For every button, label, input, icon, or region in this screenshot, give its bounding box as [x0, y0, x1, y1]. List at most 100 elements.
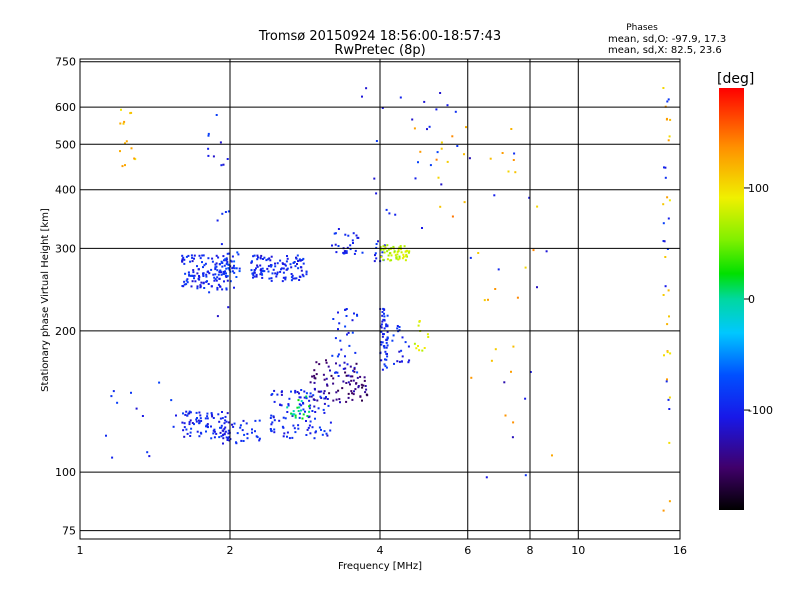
data-point [335, 251, 338, 254]
data-point [222, 429, 225, 432]
data-point [183, 262, 186, 265]
data-point [119, 122, 122, 125]
data-point [260, 271, 263, 274]
data-point [219, 141, 222, 144]
data-point [668, 199, 671, 202]
data-point [263, 270, 266, 273]
data-point [266, 267, 269, 270]
data-point [446, 104, 449, 107]
data-point [383, 251, 386, 254]
data-point [187, 254, 190, 257]
data-point [357, 385, 360, 387]
data-point [232, 266, 235, 269]
data-point [263, 256, 266, 259]
data-point [381, 107, 384, 109]
data-point [121, 165, 124, 168]
data-point [395, 257, 398, 260]
data-point [664, 256, 667, 258]
data-point [202, 281, 205, 284]
data-point [148, 455, 151, 458]
data-point [383, 312, 385, 315]
data-point [396, 360, 399, 363]
data-point [667, 139, 670, 142]
data-point [235, 441, 237, 444]
data-point [231, 270, 234, 273]
data-point [281, 425, 284, 428]
data-point [207, 147, 210, 150]
data-point [182, 429, 185, 432]
data-point [212, 155, 215, 158]
data-point [196, 417, 198, 419]
data-point [204, 262, 207, 265]
data-point [243, 433, 246, 436]
data-point [206, 412, 209, 415]
data-point [663, 354, 665, 357]
data-point [302, 262, 305, 265]
data-point [284, 276, 287, 279]
data-point [217, 283, 220, 286]
data-point [227, 306, 230, 309]
data-point [252, 276, 254, 279]
data-point [423, 347, 426, 349]
data-point [286, 406, 289, 409]
y-tick-label: 200 [55, 325, 76, 338]
data-point [231, 255, 234, 258]
data-point [220, 243, 223, 246]
data-point [224, 258, 227, 261]
data-point [210, 413, 213, 416]
data-point [235, 267, 238, 270]
data-point [423, 100, 426, 103]
y-tick-label: 75 [62, 525, 76, 538]
data-point [668, 396, 671, 399]
data-point [226, 412, 229, 415]
data-point [188, 410, 191, 413]
data-point [266, 258, 269, 261]
data-point [308, 410, 311, 413]
data-point [353, 370, 356, 373]
data-point [313, 398, 315, 401]
data-point [384, 365, 387, 368]
data-point [286, 411, 289, 413]
data-point [217, 413, 220, 416]
data-point [220, 260, 223, 263]
data-point [183, 435, 186, 438]
data-point [406, 249, 408, 252]
data-point [327, 404, 330, 407]
data-point [189, 419, 192, 422]
data-point [411, 118, 414, 121]
data-point [210, 437, 213, 440]
y-tick-label: 500 [55, 138, 76, 151]
data-point [326, 383, 328, 386]
data-point [396, 253, 399, 256]
data-point [349, 244, 352, 247]
data-point [344, 367, 347, 370]
data-point [280, 393, 283, 396]
data-point [224, 270, 227, 273]
data-point [225, 420, 228, 423]
data-points [105, 87, 672, 512]
data-point [384, 358, 386, 361]
data-point [112, 390, 115, 393]
data-point [335, 362, 337, 365]
data-point [343, 250, 346, 253]
data-point [197, 268, 200, 271]
data-point [349, 383, 351, 386]
data-point [391, 339, 394, 342]
data-point [334, 243, 337, 246]
y-axis-label: Stationary phase Virtual Height [km] [40, 208, 51, 392]
data-point [329, 369, 331, 372]
data-point [194, 280, 197, 283]
data-point [301, 259, 304, 261]
data-point [437, 176, 440, 179]
data-point [284, 417, 287, 420]
data-point [375, 140, 378, 142]
data-point [289, 263, 292, 266]
data-point [298, 406, 301, 409]
data-point [225, 436, 228, 439]
y-tick-label: 600 [55, 101, 76, 114]
data-point [190, 274, 192, 277]
data-point [226, 279, 229, 282]
data-point [214, 266, 217, 269]
data-point [380, 248, 383, 251]
colorbar-tick-label: 100 [748, 182, 769, 195]
